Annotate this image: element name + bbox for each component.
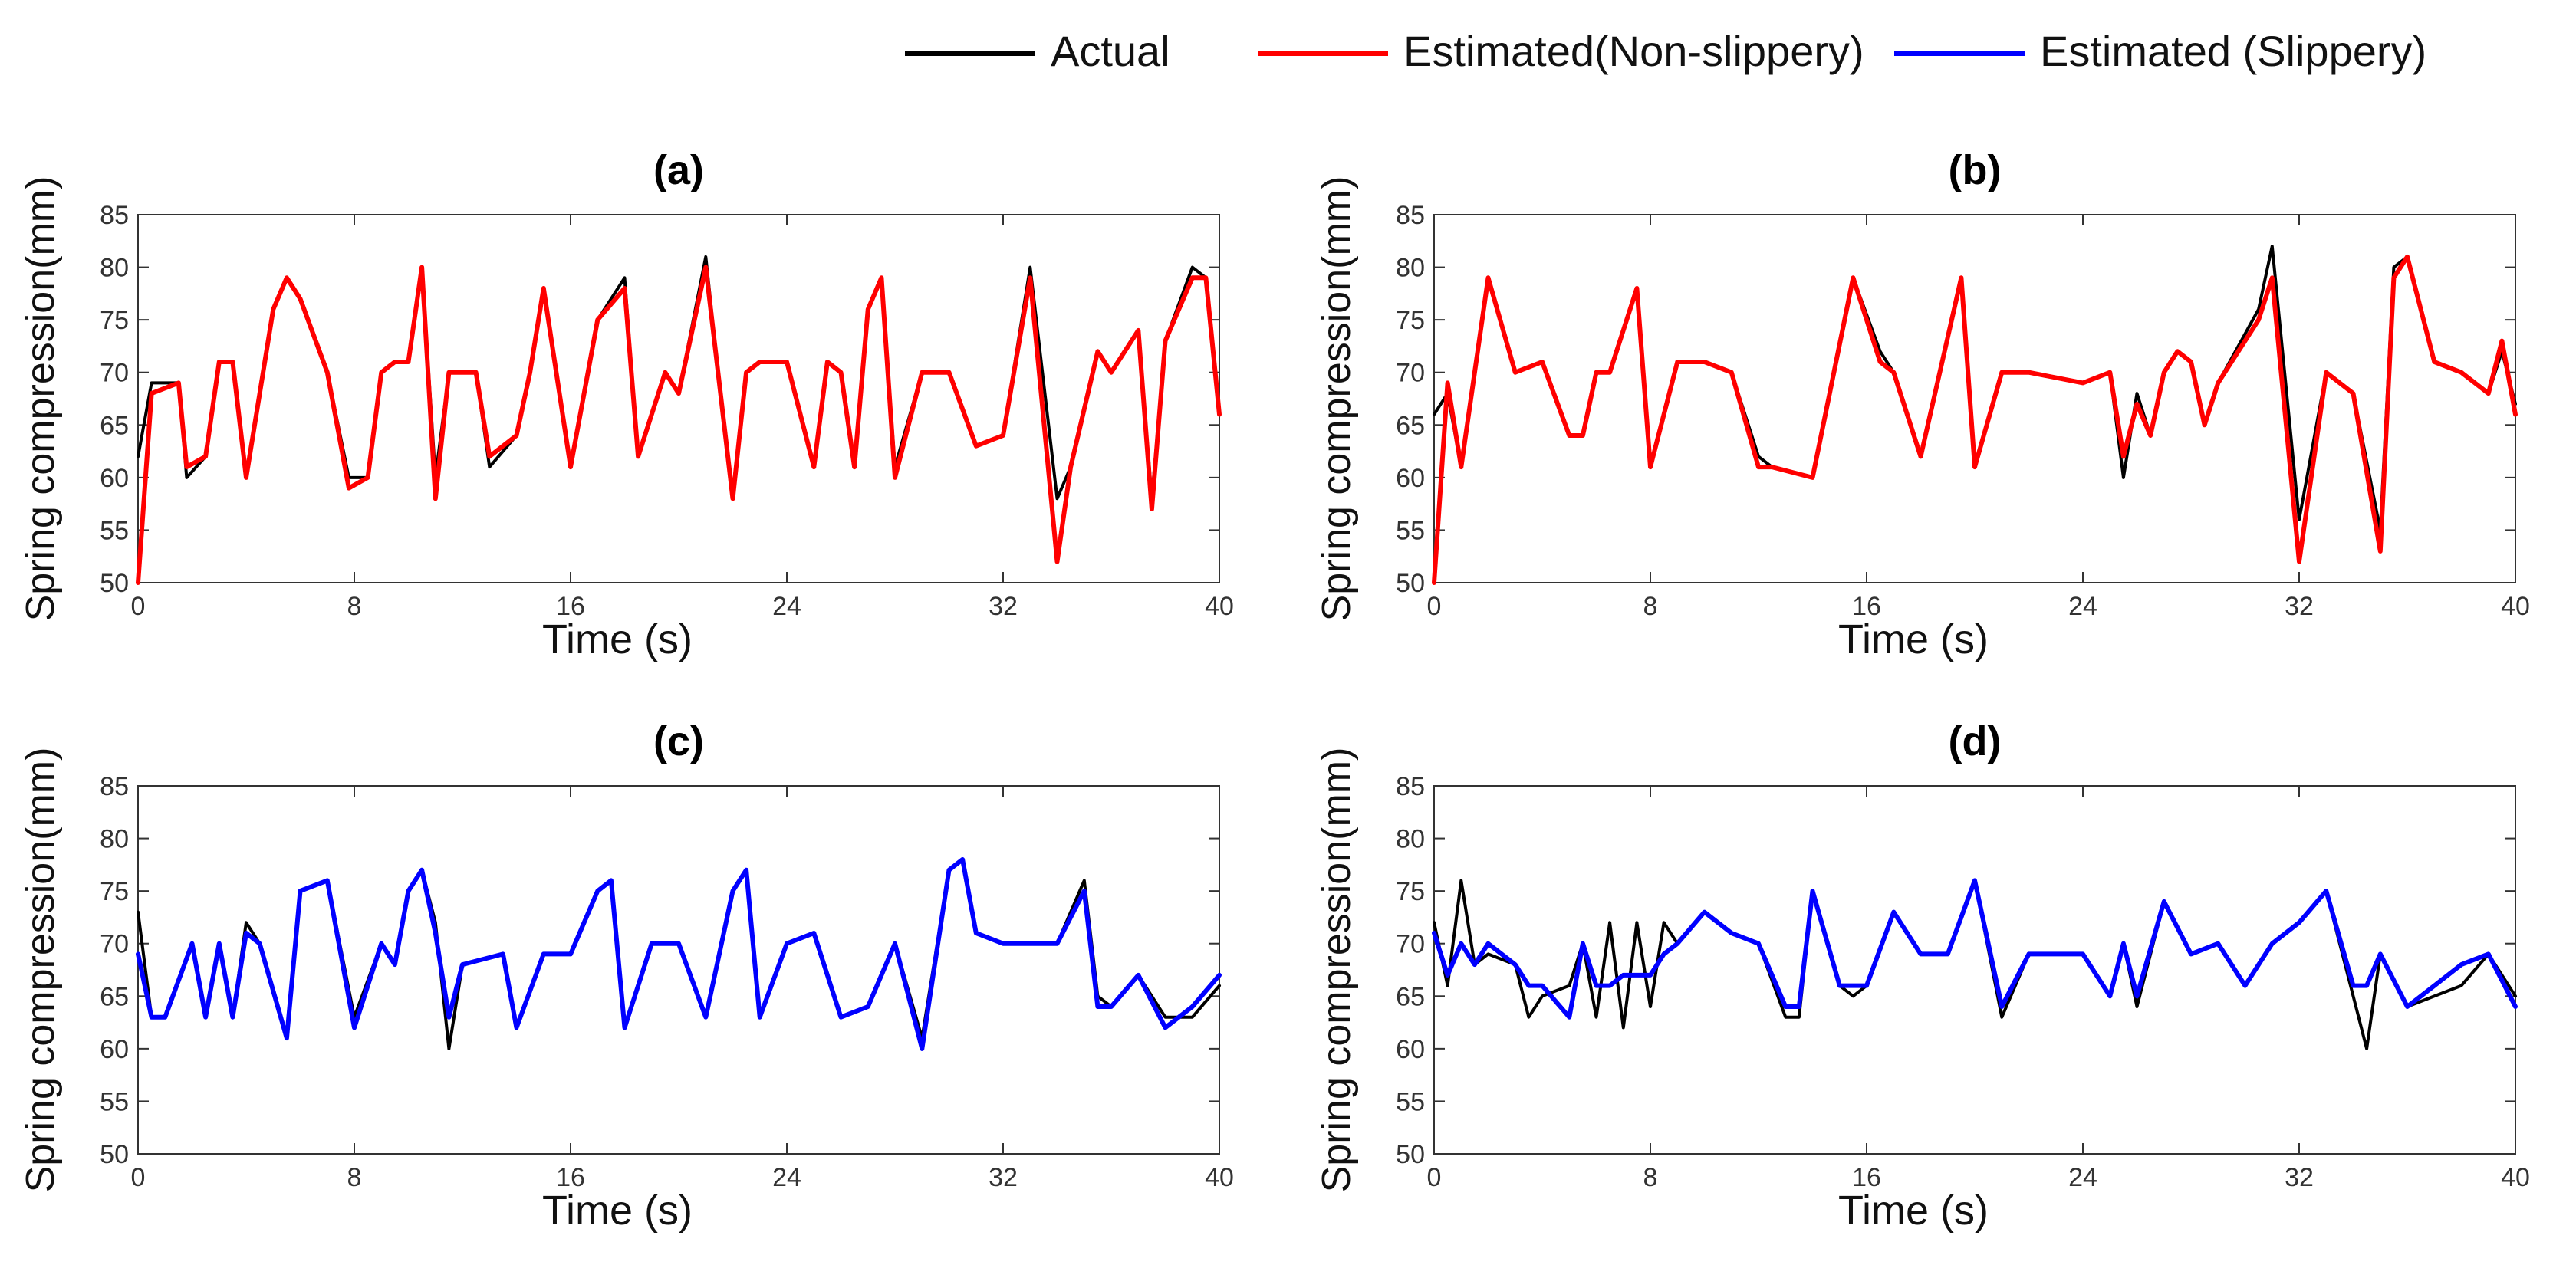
x-tick-label-d-32: 32 xyxy=(2285,1163,2314,1192)
y-tick-label-d-60: 60 xyxy=(1396,1035,1425,1064)
y-tick-label-b-85: 85 xyxy=(1396,201,1425,230)
x-tick-label-c-40: 40 xyxy=(1205,1163,1234,1192)
series-line-c-estimated-slippery xyxy=(136,857,1222,1051)
legend-swatch-estimated-non-slippery xyxy=(1258,51,1388,56)
chart-panel-d: (d) 50 55 60 65 70 75 80 85 0 8 16 24 32 40 Time (s) Spr… xyxy=(1314,718,2530,1234)
y-tick-label-a-80: 80 xyxy=(100,254,129,283)
legend-label-estimated-non-slippery: Estimated(Non-slippery) xyxy=(1403,27,1864,75)
x-tick-label-c-16: 16 xyxy=(556,1163,585,1192)
x-tick-label-a-40: 40 xyxy=(1205,592,1234,621)
y-tick-label-a-55: 55 xyxy=(100,516,129,545)
x-tick-label-b-16: 16 xyxy=(1852,592,1881,621)
y-tick-label-d-50: 50 xyxy=(1396,1140,1425,1169)
y-tick-label-d-85: 85 xyxy=(1396,772,1425,801)
chart-panel-b: (b) 50 55 60 65 70 75 80 85 0 8 16 24 32 40 Time (s) Spr… xyxy=(1314,147,2530,662)
y-tick-label-b-80: 80 xyxy=(1396,254,1425,283)
x-tick-label-b-8: 8 xyxy=(1643,592,1658,621)
y-tick-label-b-55: 55 xyxy=(1396,516,1425,545)
x-tick-label-b-32: 32 xyxy=(2285,592,2314,621)
series-line-d-estimated-slippery xyxy=(1432,878,2518,1020)
x-axis-label-b: Time (s) xyxy=(1838,616,1989,662)
x-tick-label-a-8: 8 xyxy=(347,592,362,621)
plot-area-d xyxy=(1433,785,2516,1155)
legend-label-estimated-slippery: Estimated (Slippery) xyxy=(2040,27,2427,75)
y-tick-label-c-80: 80 xyxy=(100,825,129,854)
y-tick-label-a-50: 50 xyxy=(100,569,129,598)
y-tick-label-b-50: 50 xyxy=(1396,569,1425,598)
y-tick-label-c-65: 65 xyxy=(100,982,129,1011)
plot-area-b xyxy=(1433,214,2516,583)
legend-swatch-actual xyxy=(905,51,1035,56)
y-tick-label-c-75: 75 xyxy=(100,877,129,906)
x-tick-label-b-24: 24 xyxy=(2068,592,2097,621)
x-tick-label-a-16: 16 xyxy=(556,592,585,621)
y-tick-label-c-55: 55 xyxy=(100,1087,129,1116)
legend: Actual Estimated(Non-slippery) Estimated… xyxy=(905,20,2569,89)
y-tick-label-d-65: 65 xyxy=(1396,982,1425,1011)
y-axis-label-a: Spring compression(mm) xyxy=(18,176,63,622)
y-tick-label-a-70: 70 xyxy=(100,359,129,388)
y-tick-label-c-60: 60 xyxy=(100,1035,129,1064)
y-tick-label-b-75: 75 xyxy=(1396,306,1425,335)
y-tick-label-c-50: 50 xyxy=(100,1140,129,1169)
y-tick-label-b-70: 70 xyxy=(1396,359,1425,388)
x-tick-label-a-32: 32 xyxy=(989,592,1018,621)
chart-title-c: (c) xyxy=(653,718,704,764)
x-tick-label-c-32: 32 xyxy=(989,1163,1018,1192)
plot-area-a xyxy=(137,214,1220,583)
y-tick-label-c-70: 70 xyxy=(100,930,129,959)
x-tick-label-d-16: 16 xyxy=(1852,1163,1881,1192)
x-axis-label-d: Time (s) xyxy=(1838,1188,1989,1234)
x-tick-label-d-0: 0 xyxy=(1427,1163,1442,1192)
y-axis-label-b: Spring compression(mm) xyxy=(1314,176,1359,622)
x-axis-label-c: Time (s) xyxy=(542,1188,693,1234)
x-tick-label-c-0: 0 xyxy=(131,1163,146,1192)
y-tick-label-d-55: 55 xyxy=(1396,1087,1425,1116)
chart-title-d: (d) xyxy=(1949,718,2002,764)
series-line-a-estimated-non-slippery xyxy=(136,265,1222,585)
x-tick-label-d-24: 24 xyxy=(2068,1163,2097,1192)
x-tick-label-b-40: 40 xyxy=(2501,592,2530,621)
x-tick-label-d-8: 8 xyxy=(1643,1163,1658,1192)
legend-label-actual: Actual xyxy=(1051,27,1170,75)
y-axis-label-d: Spring compression(mm) xyxy=(1314,748,1359,1193)
chart-title-a: (a) xyxy=(653,147,704,193)
chart-panel-a: (a) 50 55 60 65 70 75 80 85 0 8 16 24 32 40 Time (s) Spr… xyxy=(18,147,1234,662)
y-tick-label-b-60: 60 xyxy=(1396,464,1425,493)
x-tick-label-d-40: 40 xyxy=(2501,1163,2530,1192)
chart-panel-c: (c) 50 55 60 65 70 75 80 85 0 8 16 24 32 40 Time (s) Spr… xyxy=(18,718,1234,1234)
x-tick-label-c-8: 8 xyxy=(347,1163,362,1192)
plot-area-c xyxy=(137,785,1220,1155)
x-tick-label-b-0: 0 xyxy=(1427,592,1442,621)
y-tick-label-d-80: 80 xyxy=(1396,825,1425,854)
y-tick-label-c-85: 85 xyxy=(100,772,129,801)
series-line-b-estimated-non-slippery xyxy=(1432,254,2518,585)
y-tick-label-a-75: 75 xyxy=(100,306,129,335)
x-tick-label-a-24: 24 xyxy=(772,592,801,621)
y-tick-label-d-75: 75 xyxy=(1396,877,1425,906)
y-tick-label-b-65: 65 xyxy=(1396,411,1425,440)
x-tick-label-c-24: 24 xyxy=(772,1163,801,1192)
y-tick-label-a-85: 85 xyxy=(100,201,129,230)
y-tick-label-d-70: 70 xyxy=(1396,930,1425,959)
x-tick-label-a-0: 0 xyxy=(131,592,146,621)
y-tick-label-a-60: 60 xyxy=(100,464,129,493)
chart-title-b: (b) xyxy=(1949,147,2002,193)
legend-swatch-estimated-slippery xyxy=(1894,51,2025,56)
x-axis-label-a: Time (s) xyxy=(542,616,693,662)
y-tick-label-a-65: 65 xyxy=(100,411,129,440)
y-axis-label-c: Spring compression(mm) xyxy=(18,748,63,1193)
